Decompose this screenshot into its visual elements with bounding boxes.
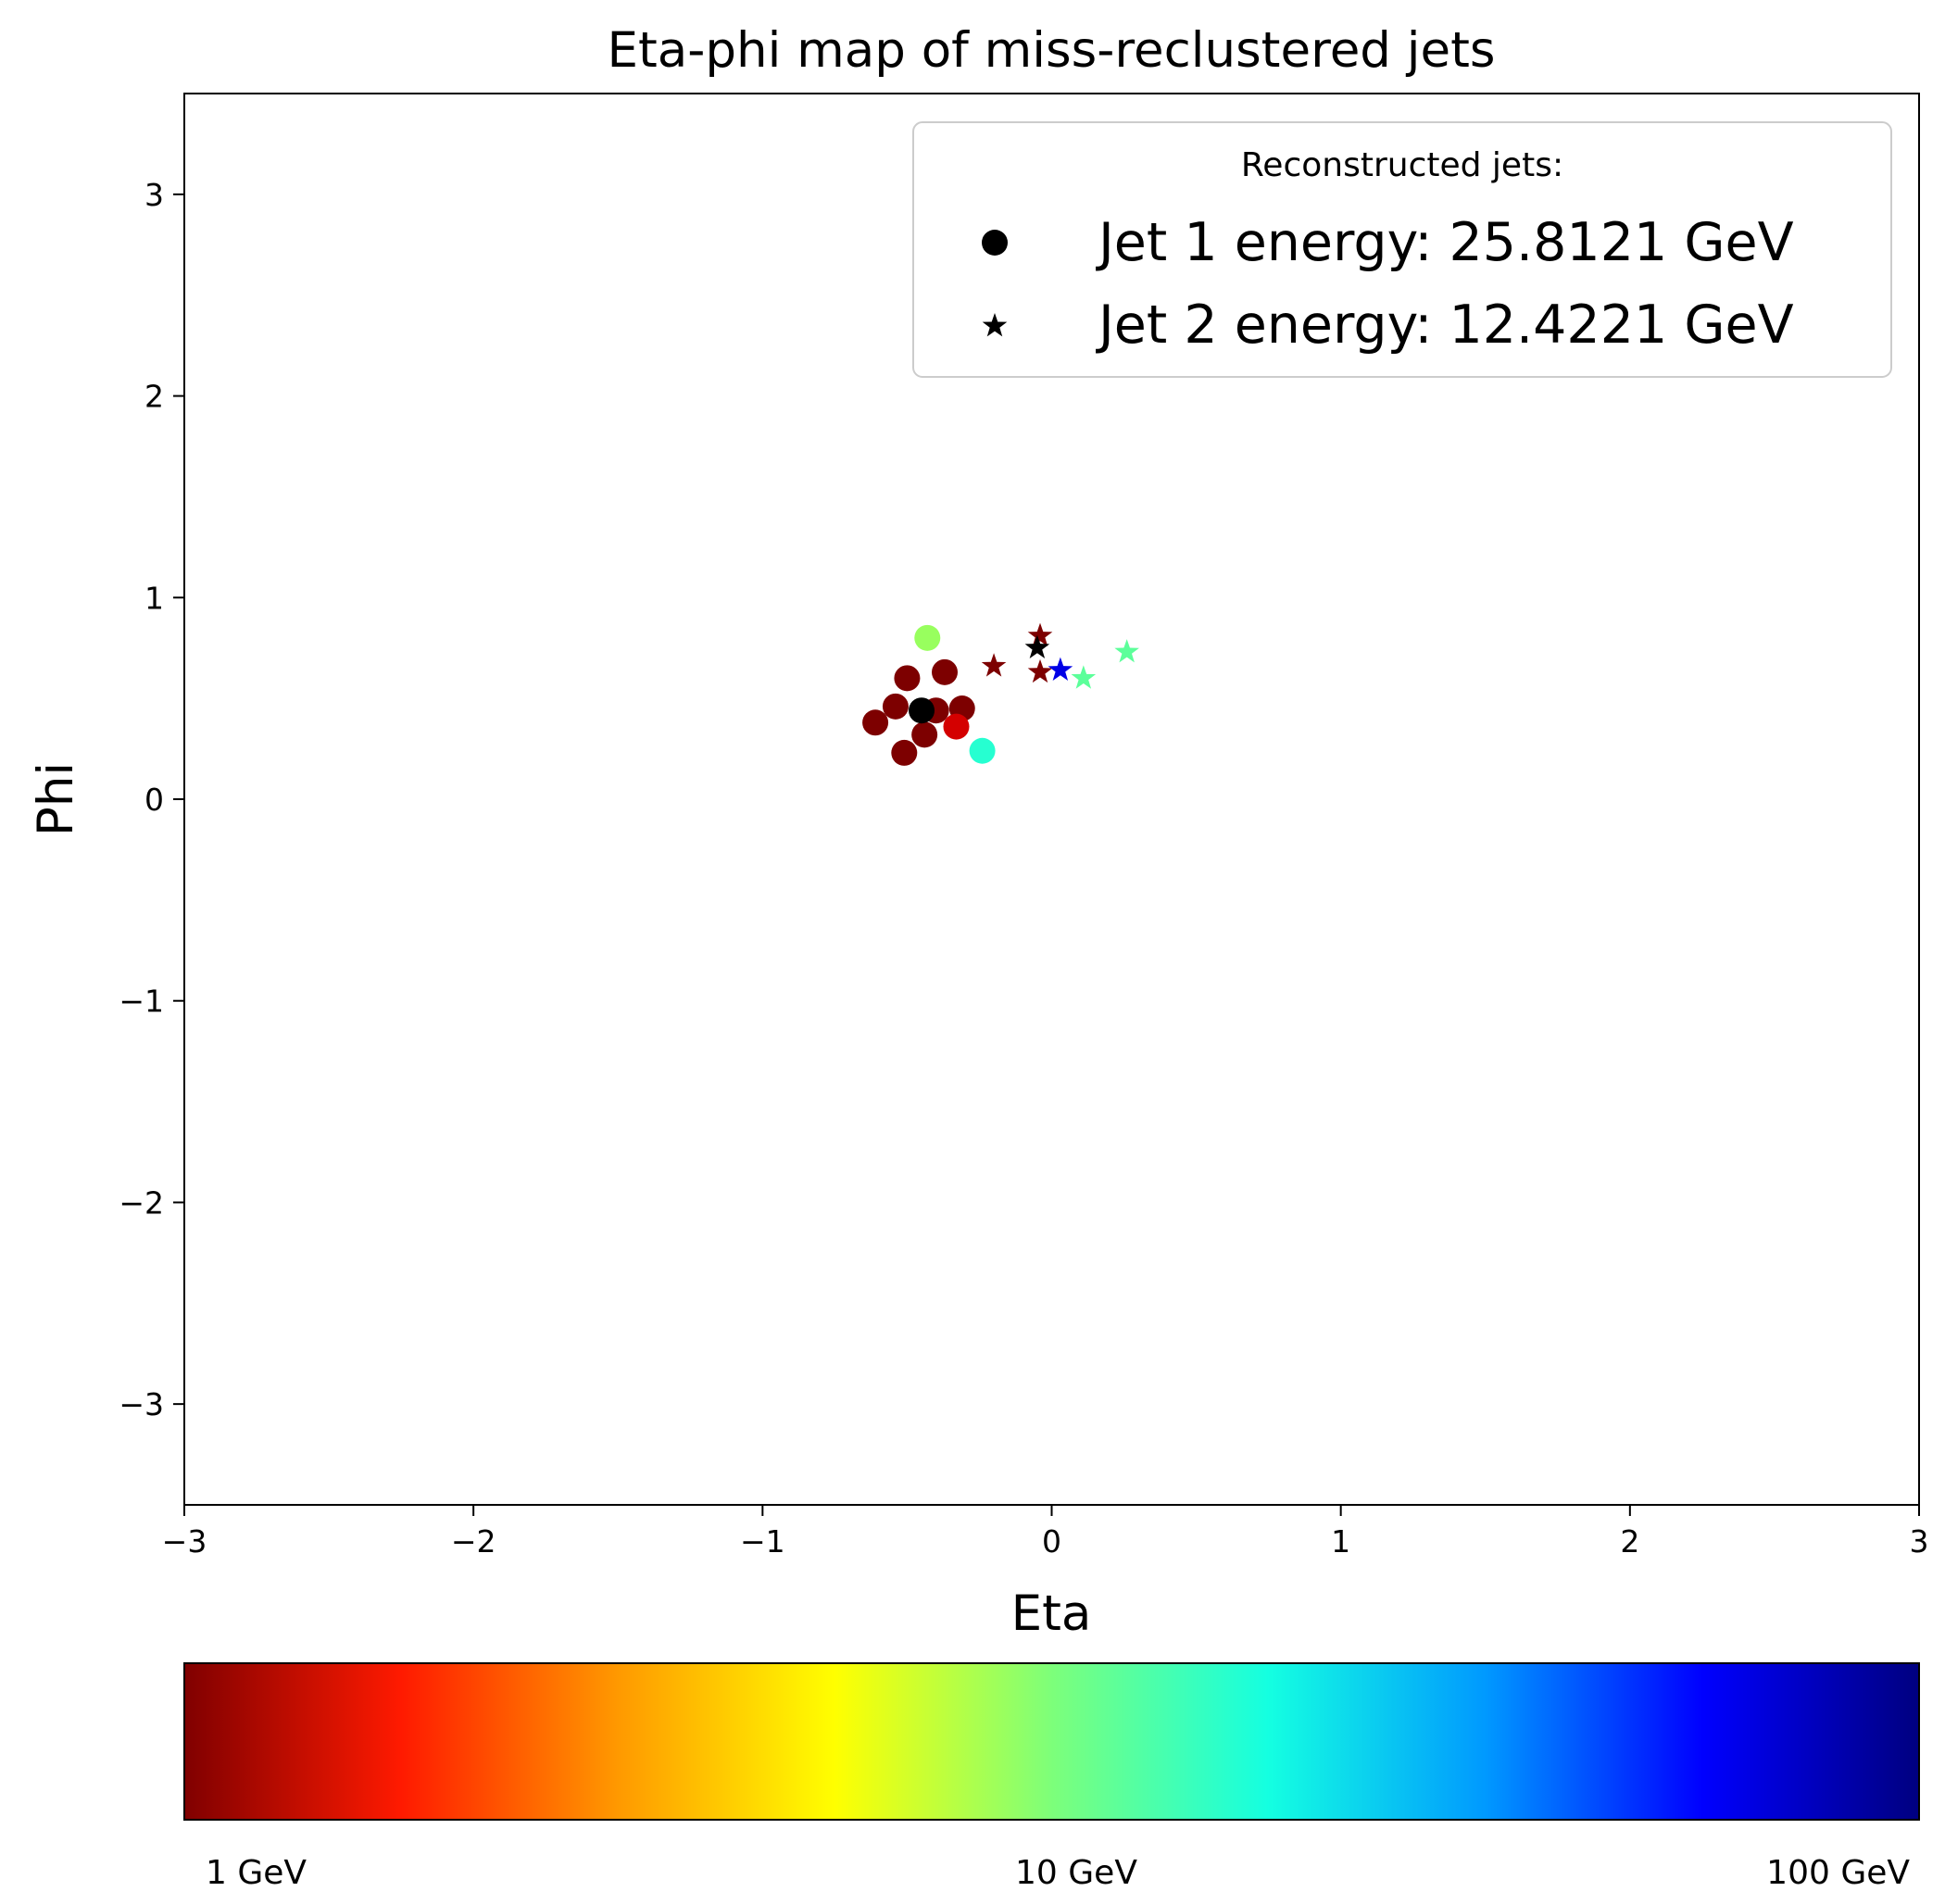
- legend-label-jet1: Jet 1 energy: 25.8121 GeV: [1096, 212, 1794, 273]
- y-tick-label: 0: [144, 782, 164, 818]
- scatter-point: [914, 624, 941, 651]
- y-tick-label: 1: [144, 580, 164, 616]
- y-axis-label: Phi: [28, 762, 84, 836]
- legend-box: [912, 121, 1892, 378]
- colorbar-label-min: 1 GeV: [206, 1854, 307, 1892]
- x-axis-ticks: −3 −2 −1 0 1 2 3: [162, 1505, 1929, 1560]
- legend-label-jet2: Jet 2 energy: 12.4221 GeV: [1096, 294, 1794, 356]
- x-tick-label: 2: [1620, 1523, 1639, 1560]
- scatter-point-star: [1027, 658, 1053, 683]
- scatter-point-star: [1027, 622, 1053, 646]
- scatter-point-star: [1071, 665, 1097, 689]
- x-tick-label: −1: [740, 1523, 785, 1560]
- legend-title: Reconstructed jets:: [1241, 146, 1563, 184]
- chart-title: Eta-phi map of miss-reclustered jets: [607, 22, 1495, 79]
- scatter-point: [969, 737, 996, 764]
- colorbar: [183, 1662, 1920, 1821]
- x-tick-label: 0: [1042, 1523, 1061, 1560]
- x-tick-label: 3: [1910, 1523, 1929, 1560]
- y-tick-label: 3: [144, 177, 164, 213]
- scatter-point: [894, 665, 921, 692]
- scatter-point: [909, 697, 935, 724]
- y-axis-ticks: 3 2 1 0 −1 −2 −3: [119, 177, 184, 1422]
- legend-marker-circle: [982, 230, 1008, 256]
- scatter-point-star: [981, 653, 1007, 677]
- x-tick-label: −2: [451, 1523, 496, 1560]
- legend-marker-star: [982, 313, 1008, 337]
- y-tick-label: −3: [119, 1386, 164, 1422]
- scatter-point-star: [1024, 634, 1050, 659]
- scatter-point: [943, 713, 970, 740]
- scatter-point: [911, 721, 938, 748]
- scatter-point-star: [1048, 657, 1073, 681]
- scatter-point: [862, 709, 889, 736]
- scatter-point-star: [1114, 639, 1139, 663]
- scatter-point: [931, 658, 958, 685]
- x-axis-label: Eta: [1011, 1585, 1092, 1642]
- scatter-point: [891, 739, 918, 766]
- y-tick-label: 2: [144, 379, 164, 415]
- y-tick-label: −1: [119, 983, 164, 1020]
- x-tick-label: −3: [162, 1523, 207, 1560]
- colorbar-label-mid: 10 GeV: [1015, 1854, 1137, 1892]
- colorbar-label-max: 100 GeV: [1766, 1854, 1910, 1892]
- scatter-point: [882, 693, 909, 720]
- legend: Reconstructed jets: Jet 1 energy: 25.812…: [912, 121, 1892, 378]
- x-tick-label: 1: [1331, 1523, 1350, 1560]
- y-tick-label: −2: [119, 1184, 164, 1221]
- scatter-points: [862, 622, 1139, 766]
